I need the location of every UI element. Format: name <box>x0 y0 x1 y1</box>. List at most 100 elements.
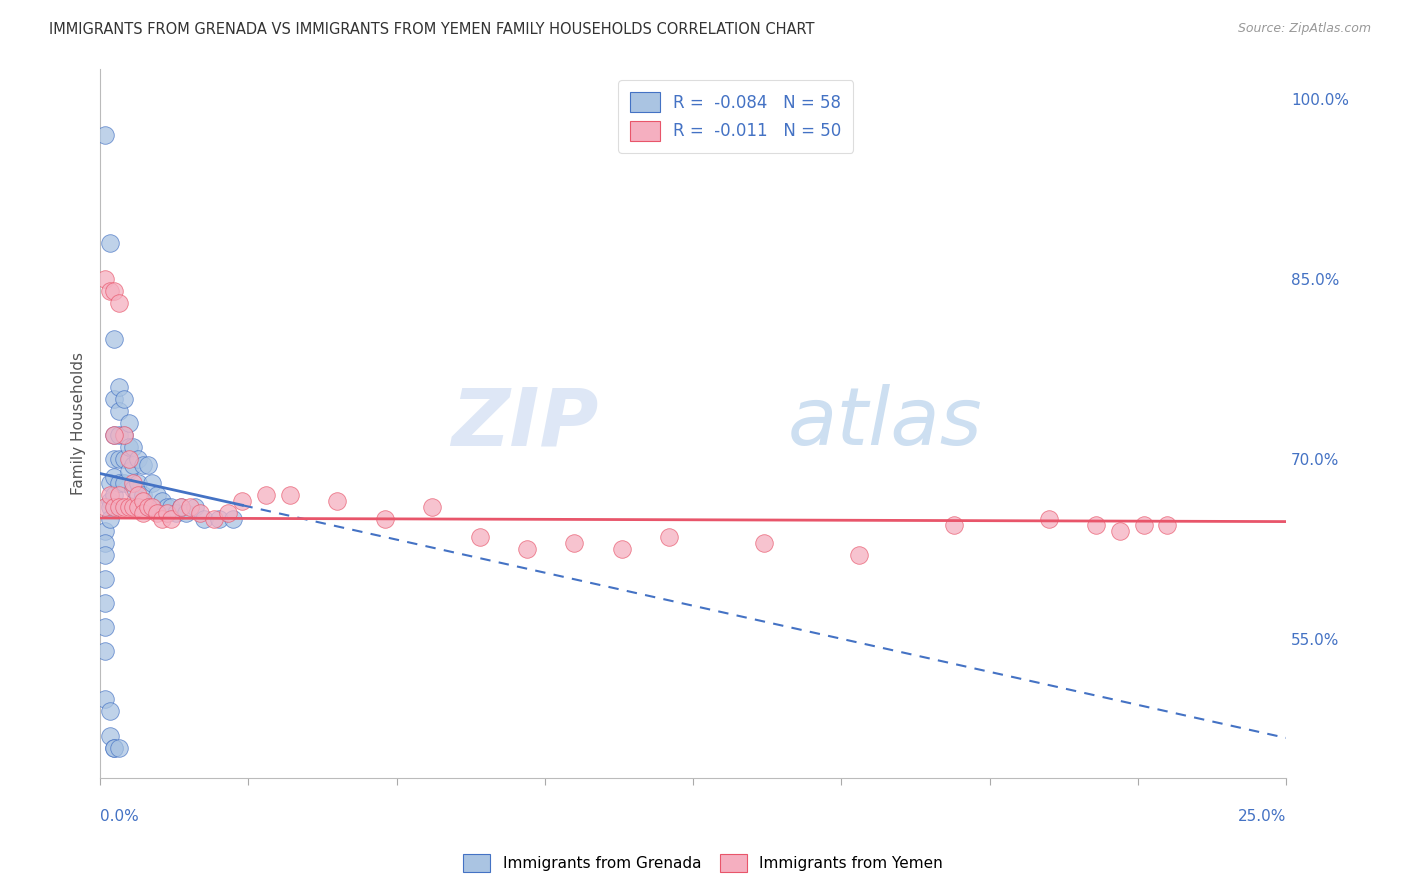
Text: ZIP: ZIP <box>451 384 598 462</box>
Point <box>122 476 145 491</box>
Point <box>108 476 131 491</box>
Point <box>103 428 125 442</box>
Point <box>610 542 633 557</box>
Point <box>98 705 121 719</box>
Point <box>117 500 139 515</box>
Point <box>112 476 135 491</box>
Point <box>103 452 125 467</box>
Point <box>658 530 681 544</box>
Point <box>222 512 245 526</box>
Point <box>122 482 145 496</box>
Point <box>165 506 187 520</box>
Point <box>94 128 117 142</box>
Point <box>202 512 225 526</box>
Point <box>108 488 131 502</box>
Point <box>132 494 155 508</box>
Point <box>155 506 177 520</box>
Point <box>174 506 197 520</box>
Point <box>108 740 131 755</box>
Point <box>94 536 117 550</box>
Point <box>150 494 173 508</box>
Point <box>170 500 193 515</box>
Point <box>98 476 121 491</box>
Point <box>117 452 139 467</box>
Text: atlas: atlas <box>787 384 983 462</box>
Point <box>420 500 443 515</box>
Point <box>94 596 117 610</box>
Point <box>117 440 139 454</box>
Point <box>1132 518 1154 533</box>
Legend: R =  -0.084   N = 58, R =  -0.011   N = 50: R = -0.084 N = 58, R = -0.011 N = 50 <box>619 80 853 153</box>
Point <box>112 428 135 442</box>
Point <box>374 512 396 526</box>
Point <box>98 512 121 526</box>
Point <box>117 416 139 430</box>
Point <box>208 512 231 526</box>
Point <box>136 500 159 515</box>
Text: IMMIGRANTS FROM GRENADA VS IMMIGRANTS FROM YEMEN FAMILY HOUSEHOLDS CORRELATION C: IMMIGRANTS FROM GRENADA VS IMMIGRANTS FR… <box>49 22 814 37</box>
Point <box>170 500 193 515</box>
Point <box>103 332 125 346</box>
Point <box>94 620 117 634</box>
Legend: Immigrants from Grenada, Immigrants from Yemen: Immigrants from Grenada, Immigrants from… <box>456 846 950 880</box>
Point <box>127 476 149 491</box>
Point <box>132 506 155 520</box>
Point <box>150 512 173 526</box>
Point <box>103 428 125 442</box>
Point <box>141 500 163 515</box>
Point <box>754 536 776 550</box>
Point <box>179 500 201 515</box>
Point <box>98 494 121 508</box>
Point <box>127 452 149 467</box>
Point <box>94 644 117 658</box>
Point <box>127 488 149 502</box>
Point <box>136 500 159 515</box>
Point <box>146 488 169 502</box>
Point <box>155 500 177 515</box>
Point <box>98 235 121 250</box>
Point <box>103 488 125 502</box>
Point <box>103 740 125 755</box>
Point <box>108 296 131 310</box>
Point <box>193 512 215 526</box>
Point <box>108 452 131 467</box>
Point <box>103 284 125 298</box>
Point <box>94 524 117 539</box>
Point <box>122 458 145 472</box>
Point <box>141 476 163 491</box>
Point <box>127 500 149 515</box>
Point <box>1038 512 1060 526</box>
Point <box>1085 518 1108 533</box>
Text: 0.0%: 0.0% <box>100 809 139 824</box>
Y-axis label: Family Households: Family Households <box>72 351 86 494</box>
Point <box>160 500 183 515</box>
Point <box>468 530 491 544</box>
Point <box>108 380 131 394</box>
Point <box>1156 518 1178 533</box>
Point <box>1109 524 1132 539</box>
Point <box>516 542 538 557</box>
Point <box>117 464 139 478</box>
Point <box>94 548 117 562</box>
Point <box>132 488 155 502</box>
Point <box>112 428 135 442</box>
Point <box>112 392 135 406</box>
Point <box>564 536 586 550</box>
Point <box>94 272 117 286</box>
Point <box>94 692 117 706</box>
Point <box>98 284 121 298</box>
Point <box>103 740 125 755</box>
Point <box>98 729 121 743</box>
Point <box>217 506 239 520</box>
Point <box>254 488 277 502</box>
Point <box>112 452 135 467</box>
Point <box>103 500 125 515</box>
Point <box>94 572 117 586</box>
Point <box>103 392 125 406</box>
Point <box>136 458 159 472</box>
Point <box>112 500 135 515</box>
Point <box>108 500 131 515</box>
Point <box>146 506 169 520</box>
Point <box>942 518 965 533</box>
Point <box>231 494 253 508</box>
